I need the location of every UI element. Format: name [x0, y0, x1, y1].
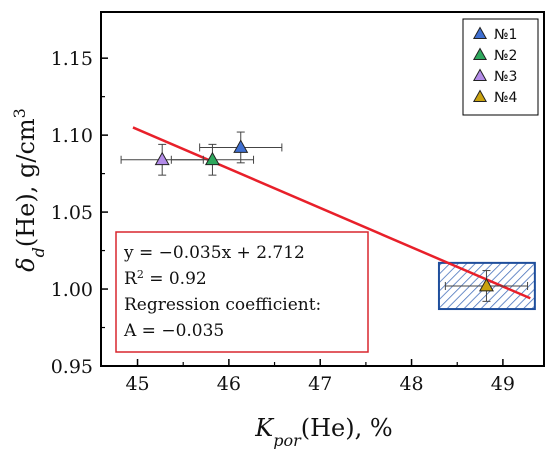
legend-triangle-icon [472, 47, 488, 61]
triangle-marker [478, 277, 494, 292]
triangle-marker [233, 139, 249, 153]
legend-label: №3 [494, 69, 517, 85]
data-point-1 [199, 131, 283, 164]
x-tick-label: 45 [125, 373, 149, 395]
legend-label: №1 [494, 27, 517, 43]
legend-item-4: №4 [472, 89, 518, 106]
triangle-marker [204, 151, 220, 166]
y-tick-label: 1.10 [51, 125, 93, 147]
data-point-3 [120, 143, 204, 176]
x-tick-label: 48 [399, 373, 423, 395]
data-point-4 [444, 270, 529, 302]
x-tick-label: 46 [217, 373, 241, 395]
legend-label: №2 [494, 48, 517, 64]
annotation-coef-value: A = −0.035 [123, 321, 224, 341]
x-tick-label: 49 [491, 373, 515, 395]
y-tick-label: 1.05 [51, 202, 93, 224]
legend-triangle-icon [472, 26, 488, 40]
y-tick-label: 1.15 [51, 48, 93, 70]
legend-label: №4 [494, 90, 518, 106]
plot-frame [100, 11, 545, 367]
y-tick-label: 0.95 [51, 356, 93, 378]
legend-triangle-icon [472, 89, 488, 103]
x-tick-label: 47 [308, 373, 332, 395]
x-ticks: 45 46 47 48 49 [125, 359, 515, 395]
legend-triangle-icon [472, 68, 488, 82]
y-axis-title: δd(He), g/cm3 [10, 108, 48, 272]
annotation-equation: y = −0.035x + 2.712 [123, 243, 305, 263]
y-ticks: 0.95 1.00 1.05 1.10 1.15 [51, 48, 108, 378]
triangle-marker [154, 151, 170, 166]
regression-line [132, 126, 531, 300]
x-axis-title: Kpor(He), % [254, 414, 392, 449]
legend-item-3: №3 [472, 68, 517, 85]
annotation-r2: R2 = 0.92 [124, 268, 207, 290]
y-tick-label: 1.00 [51, 279, 93, 301]
annotation-coef-title: Regression coefficient: [124, 295, 321, 315]
legend-item-2: №2 [472, 47, 517, 64]
legend: №1 №2 №3 №4 [462, 18, 539, 116]
annotation-box: y = −0.035x + 2.712 R2 = 0.92 Regression… [115, 231, 369, 353]
legend-item-1: №1 [472, 26, 517, 43]
data-points [120, 131, 529, 302]
